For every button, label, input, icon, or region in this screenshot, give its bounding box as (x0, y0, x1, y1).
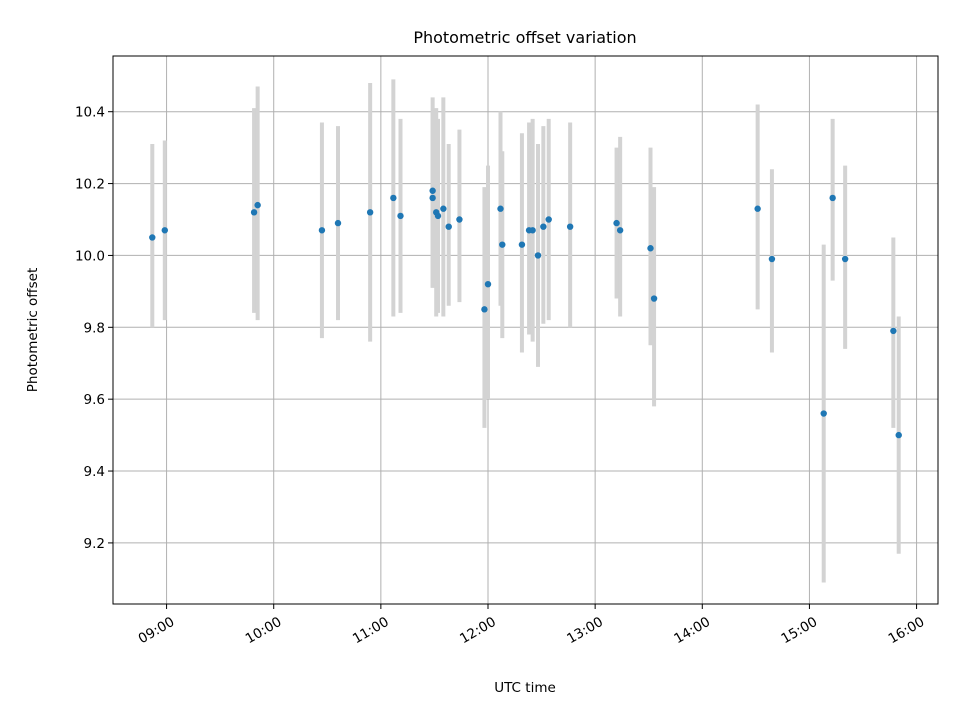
y-tick-label: 10.4 (75, 105, 105, 121)
x-tick-label: 12:00 (457, 614, 499, 647)
data-point (754, 205, 761, 212)
y-axis: 9.2 9.4 9.6 9.8 10.0 10.2 10.4 (75, 105, 113, 552)
data-point (768, 255, 776, 263)
data-point (254, 201, 261, 209)
data-point (895, 431, 902, 439)
y-tick-label: 9.6 (84, 392, 105, 408)
data-point (366, 209, 374, 216)
data-point (890, 327, 897, 335)
data-point (445, 223, 452, 230)
x-tick-label: 10:00 (243, 614, 285, 647)
data-point (650, 295, 658, 302)
x-axis: 09:00 10:00 11:00 12:00 13:00 14:00 15:00 16:00 (136, 604, 928, 647)
x-tick-label: 16:00 (886, 614, 928, 647)
data-point (429, 194, 436, 202)
chart-title: Photometric offset variation (413, 28, 636, 47)
data-point (616, 227, 624, 234)
data-point (161, 227, 168, 234)
data-point (481, 306, 488, 313)
x-tick-label: 09:00 (136, 614, 178, 647)
data-point (499, 241, 506, 248)
data-point (484, 280, 492, 288)
x-tick-label: 11:00 (350, 614, 392, 647)
data-point (440, 205, 447, 212)
data-point (545, 216, 552, 223)
data-point (518, 241, 526, 248)
grid (113, 56, 938, 604)
y-tick-label: 9.2 (84, 536, 105, 552)
error-bars (150, 79, 901, 583)
x-axis-label: UTC time (494, 680, 556, 696)
data-point (529, 227, 536, 234)
data-point (534, 252, 542, 259)
data-point (429, 187, 436, 194)
y-tick-label: 10.2 (75, 177, 105, 193)
data-points (149, 187, 902, 439)
data-point (434, 212, 442, 220)
data-point (841, 255, 849, 263)
x-tick-label: 14:00 (671, 614, 713, 647)
data-point (149, 234, 156, 241)
data-point (566, 223, 574, 230)
data-point (397, 212, 404, 220)
x-tick-label: 15:00 (779, 614, 821, 647)
data-point (497, 205, 504, 212)
y-tick-label: 9.4 (84, 464, 105, 480)
plot-frame (112, 55, 939, 605)
data-point (820, 410, 827, 417)
data-point (250, 209, 258, 216)
x-tick-label: 13:00 (564, 614, 606, 647)
data-point (390, 194, 397, 202)
data-point (613, 219, 620, 227)
data-point (318, 227, 326, 234)
data-point (456, 216, 463, 223)
data-point (829, 194, 836, 202)
y-tick-label: 9.8 (84, 320, 105, 336)
y-tick-label: 10.0 (75, 248, 105, 264)
y-axis-label: Photometric offset (25, 268, 41, 392)
data-point (540, 223, 547, 230)
data-point (334, 219, 342, 227)
data-point (647, 245, 654, 252)
